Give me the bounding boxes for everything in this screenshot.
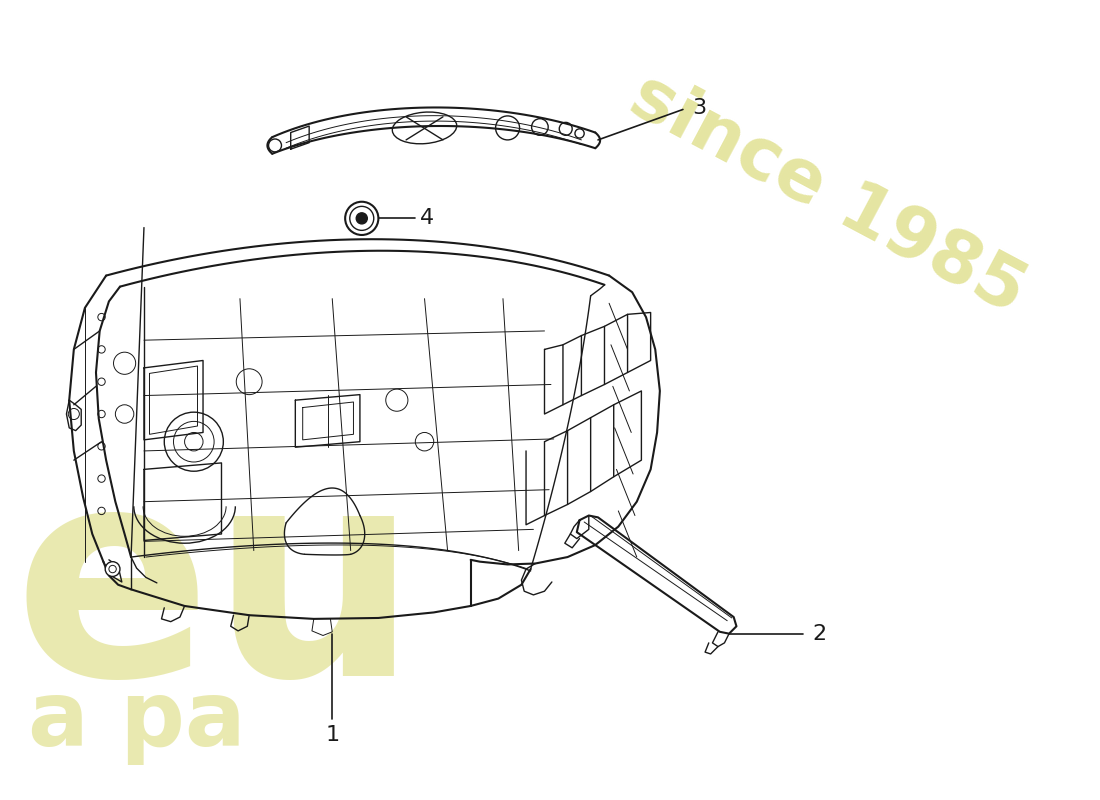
Text: 2: 2 (812, 624, 826, 644)
Text: eu: eu (14, 454, 419, 737)
Circle shape (356, 213, 367, 224)
Circle shape (345, 202, 378, 235)
Circle shape (106, 562, 120, 577)
Text: since 1985: since 1985 (618, 61, 1037, 327)
Text: 3: 3 (692, 98, 706, 118)
Text: 1: 1 (326, 725, 339, 745)
Text: 4: 4 (420, 208, 434, 228)
Text: a pa: a pa (28, 677, 245, 765)
